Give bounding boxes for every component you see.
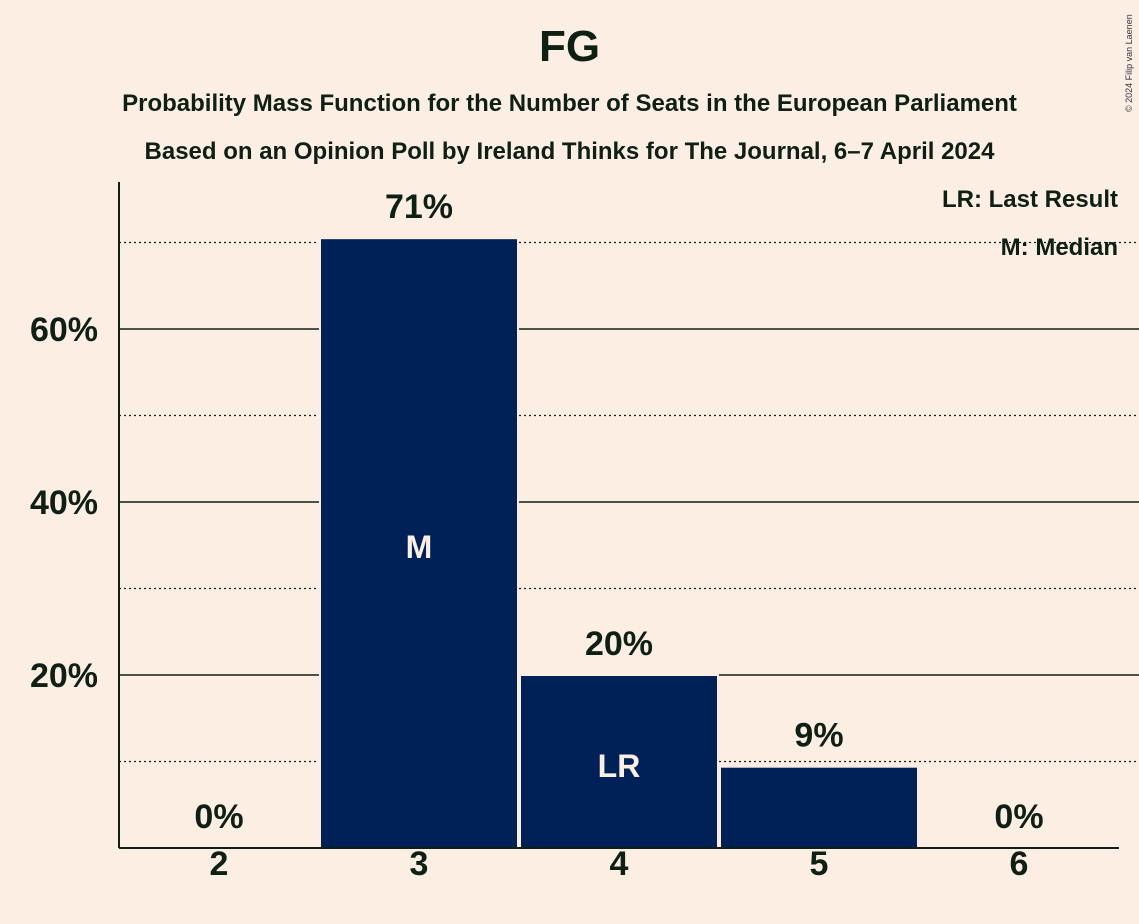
data-label: 20% [585, 625, 653, 663]
x-tick-label: 6 [1010, 845, 1029, 883]
y-tick-label: 40% [30, 484, 98, 522]
median-marker: M [406, 529, 433, 565]
chart-subtitle: Probability Mass Function for the Number… [122, 90, 1017, 117]
legend-last-result: LR: Last Result [941, 186, 1118, 213]
chart-title: FG [538, 22, 601, 71]
x-tick-label: 5 [810, 845, 829, 883]
y-tick-label: 60% [30, 311, 98, 349]
x-tick-label: 2 [210, 845, 229, 883]
data-label: 0% [194, 798, 243, 836]
data-label: 9% [794, 717, 843, 755]
bar-3 [319, 237, 519, 850]
bar-5 [719, 765, 919, 849]
chart-subtitle-source: Based on an Opinion Poll by Ireland Thin… [144, 138, 995, 165]
x-tick-label: 3 [410, 845, 429, 883]
data-label: 71% [385, 188, 453, 226]
y-tick-label: 20% [30, 657, 98, 695]
x-tick-label: 4 [610, 845, 629, 883]
data-label: 0% [994, 798, 1043, 836]
legend-median: M: Median [1000, 234, 1118, 261]
last-result-marker: LR [598, 748, 641, 784]
